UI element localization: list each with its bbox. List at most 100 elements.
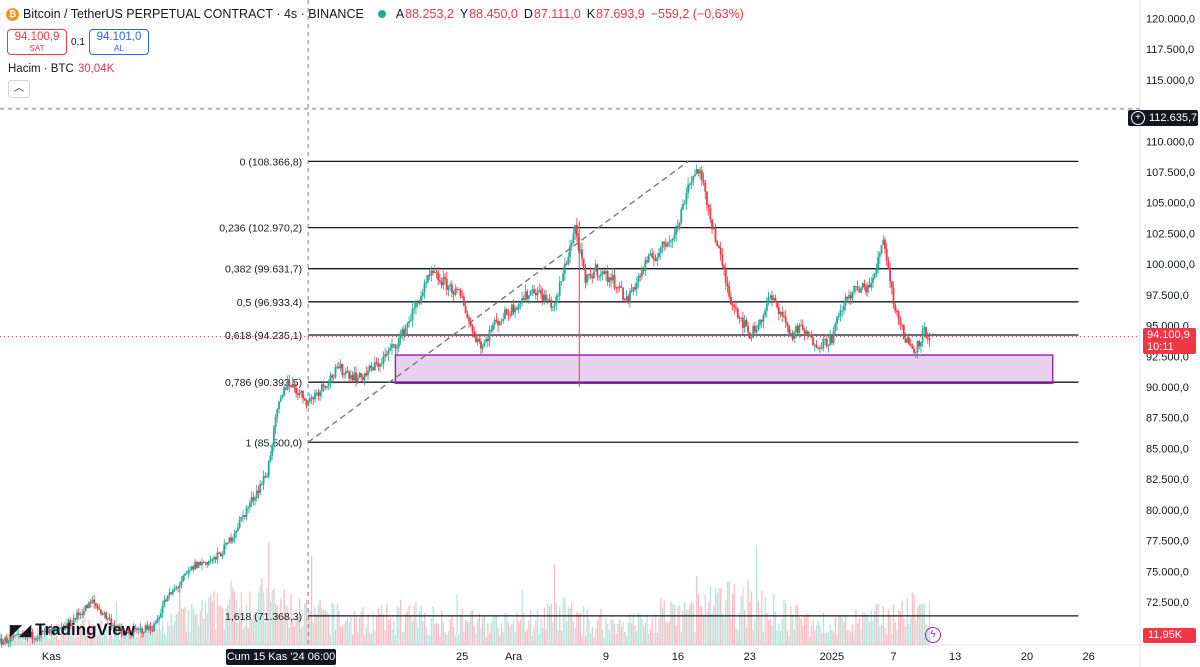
tradingview-logo[interactable]: ◤◢ TradingView bbox=[10, 620, 135, 640]
volume-bar bbox=[309, 611, 311, 645]
candle-body bbox=[920, 342, 922, 347]
candle-body bbox=[906, 337, 909, 343]
volume-bar bbox=[708, 601, 710, 645]
volume-bar bbox=[43, 635, 46, 645]
candle-body bbox=[759, 319, 761, 325]
volume-bar bbox=[511, 623, 513, 645]
volume-bar bbox=[641, 618, 643, 645]
x-tick-label: 25 bbox=[456, 651, 468, 663]
x-tick-label: 16 bbox=[672, 651, 684, 663]
volume-bar bbox=[295, 617, 297, 645]
volume-bar bbox=[685, 610, 688, 645]
candle-body bbox=[471, 325, 474, 332]
candle-body bbox=[440, 281, 443, 286]
volume-bar bbox=[453, 627, 455, 645]
candle-body bbox=[19, 634, 22, 636]
volume-bar bbox=[363, 635, 366, 645]
symbol-title[interactable]: Bitcoin / TetherUS PERPETUAL CONTRACT · … bbox=[23, 7, 364, 21]
candle-body bbox=[820, 348, 823, 350]
candle-body bbox=[456, 288, 458, 290]
candle-body bbox=[194, 561, 197, 570]
candle-body bbox=[632, 287, 635, 292]
candle-body bbox=[896, 311, 898, 313]
candle-body bbox=[300, 390, 303, 393]
volume-bar bbox=[151, 629, 154, 645]
candle-body bbox=[908, 337, 910, 345]
candle-body bbox=[697, 169, 700, 174]
candle-body bbox=[685, 192, 688, 204]
volume-bar bbox=[552, 621, 554, 645]
candle-body bbox=[921, 330, 924, 343]
candle-body bbox=[413, 307, 416, 309]
volume-bar bbox=[102, 630, 104, 645]
candle-body bbox=[901, 324, 903, 326]
candle-body bbox=[197, 561, 200, 568]
volume-bar bbox=[401, 632, 403, 645]
candle-body bbox=[601, 271, 604, 275]
volume-bar bbox=[889, 615, 891, 645]
lightning-icon[interactable]: ϟ bbox=[925, 627, 941, 643]
candle-body bbox=[730, 296, 732, 305]
candle-body bbox=[538, 290, 541, 292]
buy-button[interactable]: 94.101,0 AL bbox=[89, 29, 149, 55]
candle-body bbox=[445, 278, 448, 290]
volume-bar bbox=[855, 609, 857, 645]
volume-bar bbox=[892, 604, 895, 645]
volume-bar bbox=[215, 629, 217, 645]
volume-bar bbox=[221, 608, 224, 645]
volume-bar bbox=[256, 615, 258, 645]
candle-body bbox=[853, 286, 856, 292]
candle-body bbox=[296, 393, 299, 396]
candle-body bbox=[849, 295, 852, 299]
volume-bar bbox=[617, 623, 619, 645]
candle-body bbox=[326, 386, 328, 388]
candle-body bbox=[127, 632, 130, 634]
candle-body bbox=[890, 281, 893, 288]
candle-body bbox=[223, 544, 226, 555]
candle-body bbox=[740, 317, 743, 319]
candle-body bbox=[842, 305, 845, 311]
candle-body bbox=[59, 627, 61, 629]
candle-body bbox=[569, 245, 571, 257]
candle-body bbox=[375, 362, 378, 364]
candle-body bbox=[635, 282, 638, 290]
volume-bar bbox=[66, 618, 68, 645]
candle-body bbox=[303, 398, 306, 401]
volume-bar bbox=[478, 613, 480, 645]
volume-bar bbox=[875, 603, 878, 645]
candle-body bbox=[468, 317, 470, 321]
candle-body bbox=[132, 628, 135, 637]
candle-body bbox=[526, 291, 529, 299]
candle-body bbox=[928, 338, 931, 341]
candle-body bbox=[98, 608, 101, 610]
candle-body bbox=[295, 388, 298, 394]
candle-body bbox=[195, 561, 198, 568]
y-tick-label: 105.000,0 bbox=[1146, 198, 1195, 210]
candle-body bbox=[807, 331, 809, 337]
volume-bar bbox=[595, 628, 597, 645]
y-tick-label: 110.000,0 bbox=[1146, 136, 1194, 148]
candle-body bbox=[396, 347, 399, 349]
volume-bar bbox=[684, 602, 686, 645]
candle-body bbox=[666, 242, 669, 247]
volume-bar bbox=[249, 591, 251, 645]
volume-bar bbox=[658, 618, 660, 645]
candle-body bbox=[350, 375, 352, 379]
volume-bar bbox=[737, 629, 739, 645]
candle-body bbox=[897, 311, 900, 320]
volume-bar bbox=[252, 615, 255, 645]
volume-bar bbox=[389, 617, 391, 645]
candle-body bbox=[154, 623, 157, 625]
sell-button[interactable]: 94.100,9 SAT bbox=[7, 29, 67, 55]
volume-legend[interactable]: Hacim · BTC 30,04K bbox=[8, 63, 114, 75]
candle-body bbox=[141, 628, 143, 634]
add-alert-icon[interactable]: + bbox=[1131, 111, 1145, 125]
y-tick-label: 87.500,0 bbox=[1146, 413, 1189, 425]
volume-bar bbox=[316, 614, 318, 645]
collapse-legend-button[interactable]: ︿ bbox=[8, 80, 30, 98]
fib-level-label: 0,5 (96.933,4) bbox=[237, 297, 302, 309]
candle-body bbox=[302, 390, 304, 399]
candle-body bbox=[716, 241, 719, 246]
candle-body bbox=[524, 291, 527, 301]
